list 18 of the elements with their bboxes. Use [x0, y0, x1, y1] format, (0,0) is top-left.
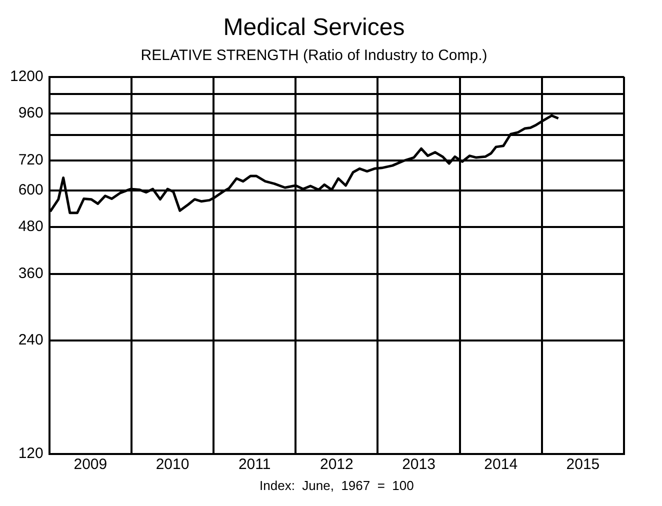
x-tick-label: 2014	[484, 456, 518, 474]
y-tick-label: 960	[18, 104, 44, 122]
x-tick-label: 2010	[156, 456, 190, 474]
y-tick-label: 360	[18, 265, 44, 282]
y-tick-label: 480	[18, 218, 44, 236]
y-tick-label: 240	[18, 332, 44, 349]
x-tick-label: 2009	[74, 456, 108, 474]
y-tick-label: 1200	[10, 68, 44, 85]
y-tick-label: 600	[18, 181, 44, 198]
text: Index: June, 1967 = 100	[260, 478, 414, 494]
y-tick-label: 120	[18, 445, 44, 462]
x-tick-label: 2012	[320, 456, 354, 474]
chart-subtitle: RELATIVE STRENGTH (Ratio of Industry to Comp.)	[140, 46, 488, 64]
chart-title: Medical Services	[223, 14, 405, 42]
x-tick-label: 2015	[566, 456, 600, 474]
x-tick-label: 2011	[238, 456, 271, 474]
x-tick-label: 2013	[402, 456, 436, 474]
y-tick-label: 720	[18, 152, 44, 169]
